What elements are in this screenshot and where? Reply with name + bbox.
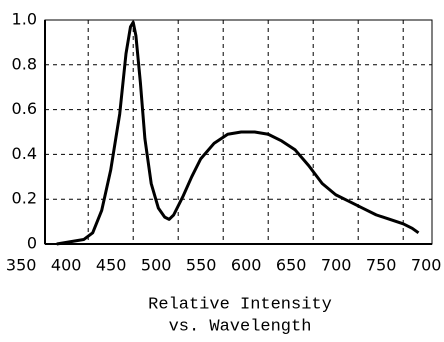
- x-tick-label: 600: [231, 256, 262, 275]
- y-tick-label: 0.2: [12, 189, 37, 208]
- x-tick-label: 700: [411, 256, 442, 275]
- x-tick-label: 650: [276, 256, 307, 275]
- chart-subtitle: vs. Wavelength: [169, 317, 312, 336]
- y-tick-label: 0: [27, 234, 37, 253]
- chart-title: Relative Intensity: [148, 295, 332, 314]
- x-tick-label: 450: [96, 256, 127, 275]
- x-tick-label: 700: [321, 256, 352, 275]
- x-tick-label: 350: [6, 256, 37, 275]
- x-tick-label: 500: [141, 256, 172, 275]
- line-series: [56, 20, 420, 246]
- x-tick-label: 400: [51, 256, 82, 275]
- x-tick-label: 750: [366, 256, 397, 275]
- y-tick-label: 0.4: [12, 144, 37, 163]
- y-tick-label: 1.0: [12, 10, 37, 29]
- x-tick-label: 550: [186, 256, 217, 275]
- y-tick-label: 0.6: [12, 99, 37, 118]
- y-tick-label: 0.8: [12, 54, 37, 73]
